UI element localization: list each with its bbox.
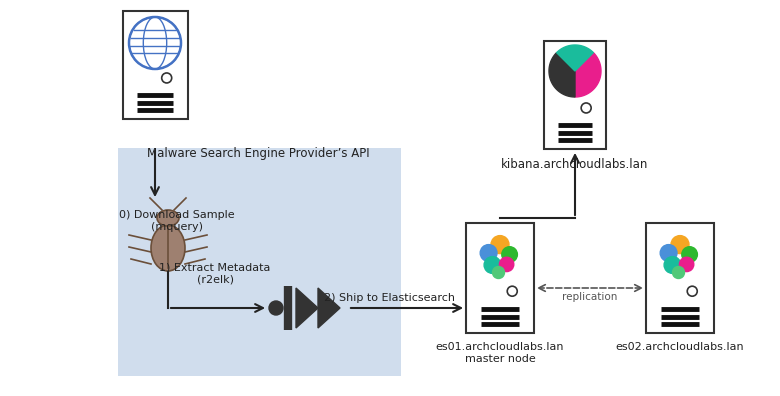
Circle shape: [581, 103, 591, 113]
FancyBboxPatch shape: [544, 41, 606, 149]
FancyBboxPatch shape: [122, 11, 187, 119]
Polygon shape: [557, 45, 594, 71]
Text: Malware Search Engine Provider’s API: Malware Search Engine Provider’s API: [147, 147, 370, 160]
Circle shape: [484, 257, 501, 273]
Circle shape: [671, 236, 689, 253]
Circle shape: [672, 267, 685, 278]
Circle shape: [492, 267, 505, 278]
Circle shape: [549, 45, 601, 97]
Text: replication: replication: [562, 292, 618, 302]
FancyBboxPatch shape: [118, 148, 401, 376]
Circle shape: [129, 17, 181, 69]
Polygon shape: [296, 288, 318, 328]
Text: es02.archcloudlabs.lan: es02.archcloudlabs.lan: [615, 342, 744, 352]
Text: es01.archcloudlabs.lan
master node: es01.archcloudlabs.lan master node: [436, 342, 564, 364]
Circle shape: [507, 286, 517, 296]
Polygon shape: [575, 53, 601, 97]
Circle shape: [499, 257, 514, 272]
Circle shape: [687, 286, 697, 296]
Circle shape: [679, 257, 693, 272]
Polygon shape: [318, 288, 340, 328]
Ellipse shape: [157, 210, 179, 226]
Ellipse shape: [151, 225, 185, 271]
Text: 0) Download Sample
(mquery): 0) Download Sample (mquery): [119, 210, 235, 232]
Polygon shape: [549, 53, 575, 97]
Text: 1) Extract Metadata
(r2elk): 1) Extract Metadata (r2elk): [159, 263, 271, 285]
Circle shape: [269, 301, 283, 315]
FancyBboxPatch shape: [466, 223, 534, 333]
FancyBboxPatch shape: [646, 223, 714, 333]
Circle shape: [161, 73, 172, 83]
Circle shape: [664, 257, 681, 273]
Circle shape: [502, 247, 517, 262]
Circle shape: [682, 247, 697, 262]
Circle shape: [491, 236, 509, 253]
Circle shape: [660, 245, 677, 261]
Circle shape: [480, 245, 497, 261]
Text: 2) Ship to Elasticsearch: 2) Ship to Elasticsearch: [324, 293, 456, 303]
Text: kibana.archcloudlabs.lan: kibana.archcloudlabs.lan: [502, 158, 649, 171]
